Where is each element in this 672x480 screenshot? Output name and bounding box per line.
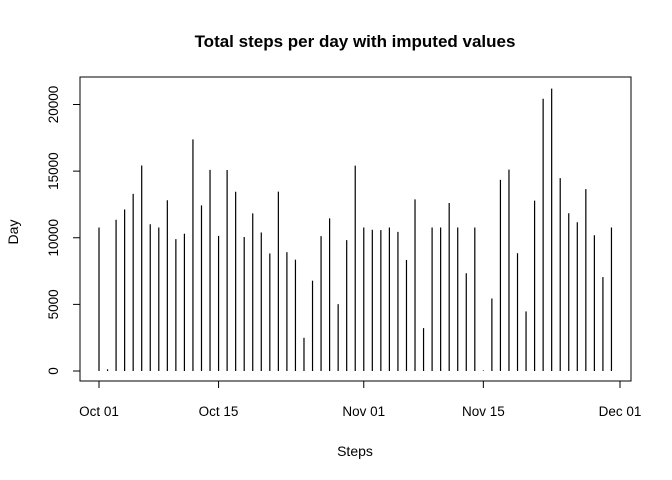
x-tick-label: Dec 01 xyxy=(599,404,642,419)
x-tick-label: Nov 15 xyxy=(462,404,505,419)
y-tick-label: 15000 xyxy=(46,152,61,190)
y-tick-label: 5000 xyxy=(46,289,61,319)
y-axis-label: Day xyxy=(5,220,21,245)
x-tick-label: Oct 15 xyxy=(199,404,239,419)
x-tick-label: Oct 01 xyxy=(79,404,119,419)
x-tick-label: Nov 01 xyxy=(342,404,385,419)
chart-title: Total steps per day with imputed values xyxy=(195,32,516,51)
x-axis-label: Steps xyxy=(337,443,373,459)
x-axis: Oct 01 Oct 15 Nov 01 Nov 15 Dec 01 xyxy=(79,380,642,419)
y-tick-label: 20000 xyxy=(46,86,61,124)
y-axis: 0 5000 10000 15000 20000 xyxy=(46,86,81,375)
bar-series xyxy=(98,88,613,371)
y-tick-label: 10000 xyxy=(46,219,61,257)
y-tick-label: 0 xyxy=(46,367,61,375)
